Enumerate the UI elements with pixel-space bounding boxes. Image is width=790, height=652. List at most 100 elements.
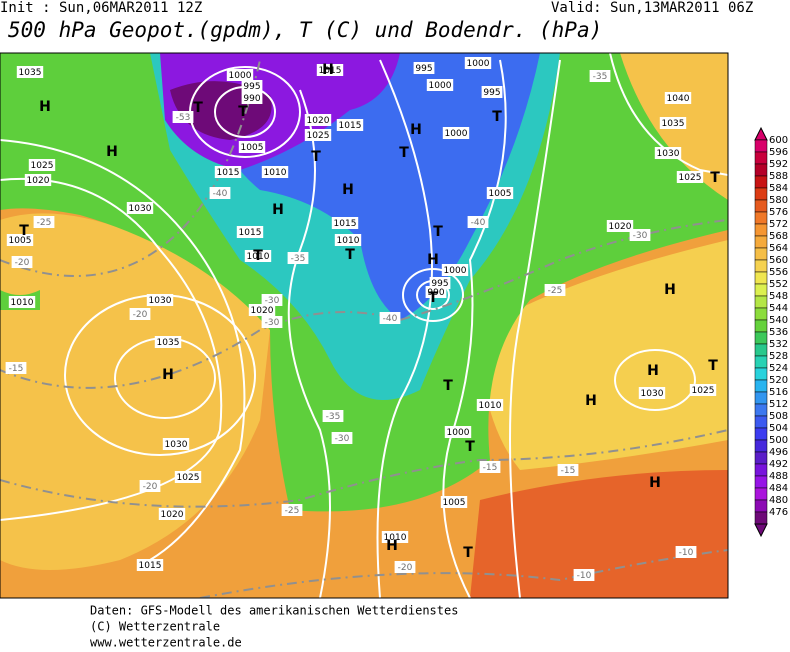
pressure-center: T <box>253 248 263 264</box>
isobar-label: 1020 <box>27 176 50 186</box>
isobar-label: 1000 <box>447 428 470 438</box>
colorbar-swatch <box>754 295 768 309</box>
isobar-label: 1025 <box>692 386 715 396</box>
isobar-label: 1015 <box>339 121 362 131</box>
isobar-label-box <box>336 119 364 131</box>
pressure-center: T <box>19 223 29 239</box>
isotherm-label-box <box>331 432 353 444</box>
pressure-center: T <box>311 149 321 165</box>
isotherm-label-box <box>129 308 151 320</box>
isotherm-label-box <box>281 504 303 516</box>
colorbar-label: 540 <box>769 315 788 326</box>
colorbar-label: 508 <box>769 411 788 422</box>
isotherm-label: -35 <box>593 72 608 82</box>
isotherm-label-box <box>394 561 416 573</box>
isotherm-label: -53 <box>176 113 191 123</box>
isobar-label: 1010 <box>247 252 270 262</box>
colorbar-swatch <box>754 331 768 345</box>
colorbar-swatch <box>754 319 768 333</box>
isotherm-label-box <box>322 410 344 422</box>
isobar-label: 1015 <box>217 168 240 178</box>
colorbar-swatch <box>754 139 768 153</box>
isobar-label: 1015 <box>334 219 357 229</box>
isotherm-label: -30 <box>335 434 350 444</box>
colorbar-swatch <box>754 163 768 177</box>
colorbar-label: 480 <box>769 495 788 506</box>
isobar-label-box <box>16 66 44 78</box>
isobar-label-box <box>316 64 344 76</box>
colorbar-swatch <box>754 175 768 189</box>
colorbar-label: 504 <box>769 423 788 434</box>
field-yellow-east <box>480 240 728 470</box>
isotherm-label: -20 <box>398 563 413 573</box>
colorbar-swatch <box>754 187 768 201</box>
pressure-center: H <box>664 282 676 298</box>
isobar-label-box <box>476 399 504 411</box>
colorbar-label: 588 <box>769 171 788 182</box>
footer-line: www.wetterzentrale.de <box>90 636 242 649</box>
isobar-label-box <box>241 80 263 92</box>
isotherm-label-box <box>209 187 231 199</box>
isobar-label-box <box>158 508 186 520</box>
isobar-label: 995 <box>415 64 432 74</box>
colorbar-label: 532 <box>769 339 788 350</box>
pressure-center: H <box>322 62 334 78</box>
pressure-center: T <box>443 378 453 394</box>
pressure-center: H <box>39 99 51 115</box>
isotherm-label: -35 <box>326 412 341 422</box>
colorbar-label: 516 <box>769 387 788 398</box>
pressure-center: T <box>238 104 248 120</box>
colorbar-label: 500 <box>769 435 788 446</box>
colorbar-swatch <box>754 259 768 273</box>
isobar-label-box <box>146 294 174 306</box>
isobar-label-box <box>24 174 52 186</box>
isobar-label-box <box>676 171 704 183</box>
pressure-center: H <box>647 363 659 379</box>
colorbar-label: 512 <box>769 399 788 410</box>
isobar-label-box <box>464 57 492 69</box>
colorbar-swatch <box>754 283 768 297</box>
isotherm-label: -40 <box>471 218 486 228</box>
map: 1035 1025 1020 1030 1005 1010 1030 1035 1030 1025… <box>0 52 729 599</box>
isobar-label-box <box>214 166 242 178</box>
isotherm-label: -30 <box>265 296 280 306</box>
colorbar-label: 596 <box>769 147 788 158</box>
isobar-label-box <box>442 127 470 139</box>
isobar-label: 1020 <box>161 510 184 520</box>
isobar-label-box <box>241 92 263 104</box>
isotherm-label-box <box>172 111 194 123</box>
isobar-label: 1005 <box>9 236 32 246</box>
isotherm-label-box <box>287 252 309 264</box>
valid-time: Valid: Sun,13MAR2011 06Z <box>551 0 753 16</box>
isotherm-label-box <box>261 316 283 328</box>
isotherm-label-box <box>11 256 33 268</box>
isobar-label-box <box>381 531 409 543</box>
isobar-label-box <box>689 384 717 396</box>
colorbar-swatch <box>754 403 768 417</box>
isobar-label-box <box>174 471 202 483</box>
colorbar-label: 580 <box>769 195 788 206</box>
isobar-label-box <box>334 234 362 246</box>
isotherm-label: -30 <box>265 318 280 328</box>
isobar-label: 1020 <box>609 222 632 232</box>
colorbar-label: 492 <box>769 459 788 470</box>
init-time: Init : Sun,06MAR2011 12Z <box>0 0 202 16</box>
pressure-center: H <box>410 122 422 138</box>
colorbar-label: 552 <box>769 279 788 290</box>
pressure-center: H <box>106 144 118 160</box>
isobar-label: 1030 <box>641 389 664 399</box>
isobar-label: 1005 <box>241 143 264 153</box>
colorbar-swatch <box>754 223 768 237</box>
isobar-label-box <box>304 129 332 141</box>
pressure-center: T <box>708 358 718 374</box>
isobar-label-box <box>304 114 332 126</box>
colorbar-label: 568 <box>769 231 788 242</box>
colorbar-label: 576 <box>769 207 788 218</box>
isotherm-label: -40 <box>213 189 228 199</box>
isobar-label-box <box>426 79 454 91</box>
colorbar-label: 496 <box>769 447 788 458</box>
isobar-label-box <box>659 117 687 129</box>
isotherm-label-box <box>589 70 611 82</box>
isobar-label-box <box>28 159 56 171</box>
